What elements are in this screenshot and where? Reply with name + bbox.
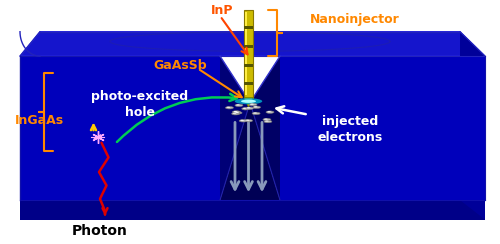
Ellipse shape <box>246 107 254 110</box>
Ellipse shape <box>252 112 260 115</box>
Ellipse shape <box>234 112 242 114</box>
Polygon shape <box>220 56 250 200</box>
Ellipse shape <box>226 107 230 108</box>
Ellipse shape <box>226 107 234 109</box>
Ellipse shape <box>263 118 271 121</box>
Ellipse shape <box>242 108 250 110</box>
Ellipse shape <box>264 119 268 120</box>
Ellipse shape <box>268 111 271 112</box>
Ellipse shape <box>233 113 236 114</box>
Polygon shape <box>20 56 250 200</box>
Ellipse shape <box>254 106 258 107</box>
Polygon shape <box>20 200 485 220</box>
Ellipse shape <box>236 104 240 105</box>
Ellipse shape <box>239 120 247 122</box>
Text: photo-excited
hole: photo-excited hole <box>92 91 188 119</box>
Ellipse shape <box>235 98 262 104</box>
Text: GaAsSb: GaAsSb <box>153 59 207 72</box>
Ellipse shape <box>232 111 240 113</box>
Polygon shape <box>250 56 280 200</box>
Ellipse shape <box>250 104 254 105</box>
Ellipse shape <box>234 111 237 112</box>
Bar <box>244 10 253 98</box>
Ellipse shape <box>236 112 239 113</box>
Polygon shape <box>220 102 280 200</box>
Ellipse shape <box>235 104 243 107</box>
Bar <box>244 45 253 48</box>
Bar <box>244 12 247 95</box>
Polygon shape <box>244 98 253 107</box>
Bar <box>244 82 253 85</box>
Text: InP: InP <box>211 4 234 18</box>
Ellipse shape <box>244 120 252 122</box>
Polygon shape <box>250 56 485 200</box>
Text: InGaAs: InGaAs <box>15 114 64 127</box>
Ellipse shape <box>265 121 268 122</box>
Bar <box>244 26 253 29</box>
Ellipse shape <box>247 107 250 108</box>
Ellipse shape <box>246 120 250 121</box>
Polygon shape <box>20 32 485 56</box>
Text: Nanoinjector: Nanoinjector <box>310 13 400 26</box>
Bar <box>244 64 253 67</box>
Ellipse shape <box>243 108 246 109</box>
Ellipse shape <box>252 106 260 109</box>
Ellipse shape <box>264 120 272 123</box>
Polygon shape <box>460 32 485 220</box>
Text: Photon: Photon <box>72 224 128 238</box>
Ellipse shape <box>254 112 257 113</box>
Text: injected
electrons: injected electrons <box>318 115 382 144</box>
Ellipse shape <box>241 100 256 103</box>
Ellipse shape <box>266 111 274 113</box>
Ellipse shape <box>249 103 257 106</box>
Ellipse shape <box>240 120 244 121</box>
Ellipse shape <box>232 112 239 115</box>
